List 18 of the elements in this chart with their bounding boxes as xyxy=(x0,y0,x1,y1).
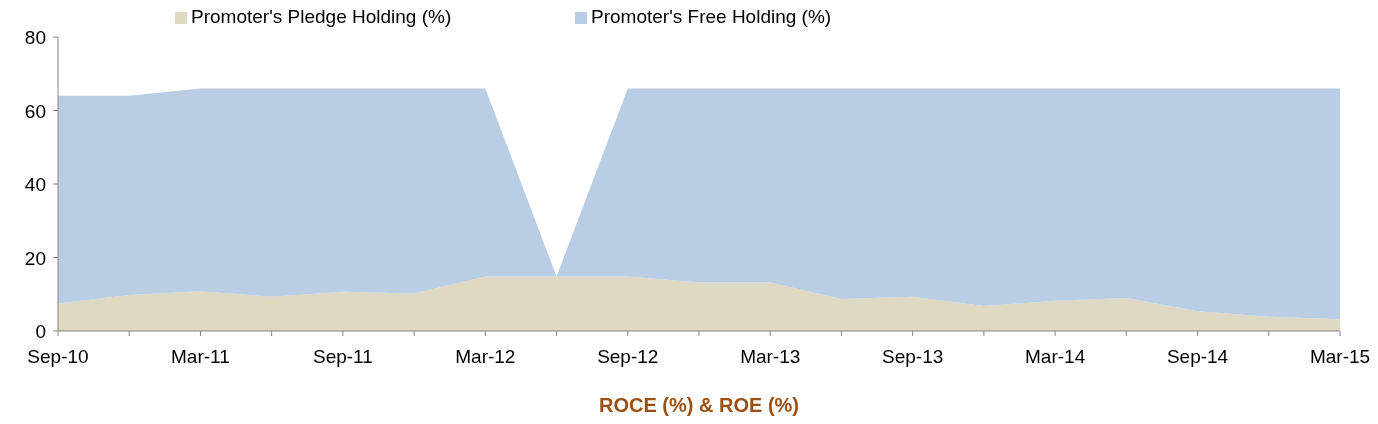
y-tick-label: 40 xyxy=(24,174,46,195)
x-tick-label: Mar-11 xyxy=(171,346,230,367)
x-tick-label: Sep-12 xyxy=(597,346,659,367)
x-tick-label: Mar-15 xyxy=(1309,346,1371,367)
x-tick-label: Sep-10 xyxy=(27,346,89,367)
x-tick-label: Mar-14 xyxy=(1025,346,1086,367)
x-axis-title: ROCE (%) & ROE (%) xyxy=(599,394,799,416)
legend-label: Promoter's Pledge Holding (%) xyxy=(191,6,452,27)
x-tick-label: Mar-13 xyxy=(740,346,801,367)
y-tick-label: 80 xyxy=(24,27,46,48)
y-tick-label: 0 xyxy=(35,321,46,342)
x-tick-label: Sep-13 xyxy=(882,346,944,367)
y-tick-label: 60 xyxy=(24,100,46,122)
legend-label: Promoter's Free Holding (%) xyxy=(591,6,832,27)
y-tick-label: 20 xyxy=(24,247,46,269)
x-tick-label: Mar-12 xyxy=(455,346,516,367)
x-tick-label: Sep-14 xyxy=(1166,346,1229,367)
x-tick-label: Sep-11 xyxy=(312,346,373,367)
